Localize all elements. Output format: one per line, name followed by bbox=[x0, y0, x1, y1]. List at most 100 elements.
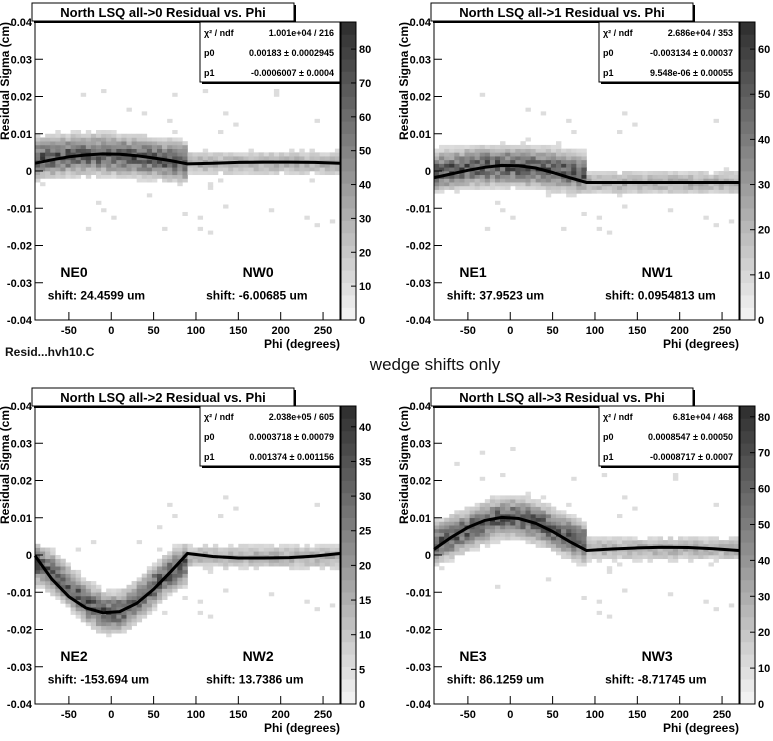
density-cell bbox=[652, 547, 658, 552]
density-cell bbox=[444, 543, 450, 548]
density-cell bbox=[678, 178, 684, 183]
density-cell bbox=[484, 152, 491, 157]
density-cell bbox=[434, 182, 440, 187]
density-cell bbox=[606, 566, 613, 571]
density-cell bbox=[479, 185, 486, 190]
density-cell bbox=[60, 577, 66, 582]
y-tick-label: 0.04 bbox=[410, 401, 432, 413]
density-cell bbox=[45, 581, 51, 586]
density-cell bbox=[218, 562, 224, 567]
density-cell bbox=[515, 152, 521, 157]
density-cell bbox=[299, 558, 305, 563]
density-cell bbox=[434, 528, 440, 533]
density-cell bbox=[106, 156, 112, 161]
density-cell bbox=[510, 499, 516, 504]
density-cell bbox=[40, 163, 46, 168]
density-cell bbox=[586, 540, 592, 545]
density-cell bbox=[515, 528, 521, 533]
density-cell bbox=[80, 581, 87, 586]
density-cell bbox=[540, 532, 547, 537]
density-cell bbox=[459, 144, 465, 149]
density-cell bbox=[319, 163, 326, 168]
density-cell bbox=[60, 566, 66, 571]
density-cell bbox=[70, 148, 76, 153]
density-cell bbox=[672, 185, 679, 190]
density-cell bbox=[545, 171, 552, 176]
density-cell bbox=[510, 506, 516, 511]
density-cell bbox=[55, 569, 61, 574]
density-cell bbox=[556, 174, 562, 179]
density-cell bbox=[116, 592, 122, 597]
density-cell bbox=[70, 156, 76, 161]
density-cell bbox=[40, 152, 46, 157]
density-cell bbox=[632, 189, 638, 194]
y-tick-label: 0 bbox=[26, 550, 32, 562]
fit-curve bbox=[433, 163, 739, 184]
density-cell bbox=[657, 171, 664, 176]
stats-frame bbox=[199, 21, 341, 83]
density-cell bbox=[96, 618, 102, 623]
title-box bbox=[31, 387, 295, 407]
density-cell bbox=[713, 174, 719, 179]
density-cell bbox=[464, 174, 470, 179]
density-cell bbox=[622, 178, 628, 183]
density-cell bbox=[85, 130, 92, 135]
density-cell bbox=[469, 536, 475, 541]
density-cell bbox=[121, 167, 127, 172]
density-cell bbox=[45, 558, 51, 563]
density-cell bbox=[566, 163, 572, 168]
z-scale-step bbox=[740, 555, 755, 568]
density-cell bbox=[197, 156, 204, 161]
density-cell bbox=[136, 607, 143, 612]
density-cell bbox=[157, 595, 163, 600]
x-tick-label: 0 bbox=[507, 709, 513, 721]
density-cell bbox=[449, 159, 455, 164]
density-cell bbox=[192, 171, 198, 176]
density-cell bbox=[162, 148, 168, 153]
density-cell bbox=[540, 144, 547, 149]
density-cell bbox=[70, 599, 76, 604]
density-cell bbox=[309, 156, 315, 161]
density-cell bbox=[723, 167, 730, 172]
density-cell bbox=[617, 555, 623, 560]
x-tick-label: 150 bbox=[628, 709, 646, 721]
density-cell bbox=[464, 510, 470, 515]
density-cell bbox=[207, 230, 214, 235]
density-cell bbox=[439, 551, 445, 556]
density-cell bbox=[131, 159, 137, 164]
density-cell bbox=[126, 584, 132, 589]
density-cell bbox=[667, 547, 674, 552]
density-cell bbox=[131, 167, 137, 172]
x-tick-label: 100 bbox=[187, 325, 205, 337]
density-cell bbox=[131, 610, 137, 615]
density-cell bbox=[474, 182, 481, 187]
density-cell bbox=[75, 573, 82, 578]
density-cell bbox=[126, 174, 132, 179]
density-cell bbox=[35, 141, 41, 146]
density-cell bbox=[581, 595, 587, 600]
density-cell bbox=[484, 525, 491, 530]
density-cell bbox=[202, 547, 209, 552]
density-cell bbox=[515, 148, 521, 153]
density-cell bbox=[55, 148, 61, 153]
density-cell bbox=[284, 167, 290, 172]
density-cell bbox=[40, 581, 46, 586]
density-cell bbox=[622, 185, 628, 190]
density-cell bbox=[75, 156, 82, 161]
density-cell bbox=[151, 588, 158, 593]
density-cell bbox=[70, 137, 76, 142]
density-cell bbox=[439, 558, 445, 563]
density-cell bbox=[45, 167, 51, 172]
density-cell bbox=[454, 514, 460, 519]
density-cell bbox=[263, 163, 270, 168]
density-cell bbox=[434, 163, 440, 168]
density-cell bbox=[146, 569, 153, 574]
density-cell bbox=[289, 171, 295, 176]
density-cell bbox=[116, 588, 122, 593]
density-cell bbox=[728, 185, 735, 190]
density-cell bbox=[111, 167, 117, 172]
density-cell bbox=[228, 163, 234, 168]
density-cell bbox=[162, 566, 168, 571]
density-cell bbox=[718, 543, 725, 548]
density-cell bbox=[126, 107, 132, 112]
